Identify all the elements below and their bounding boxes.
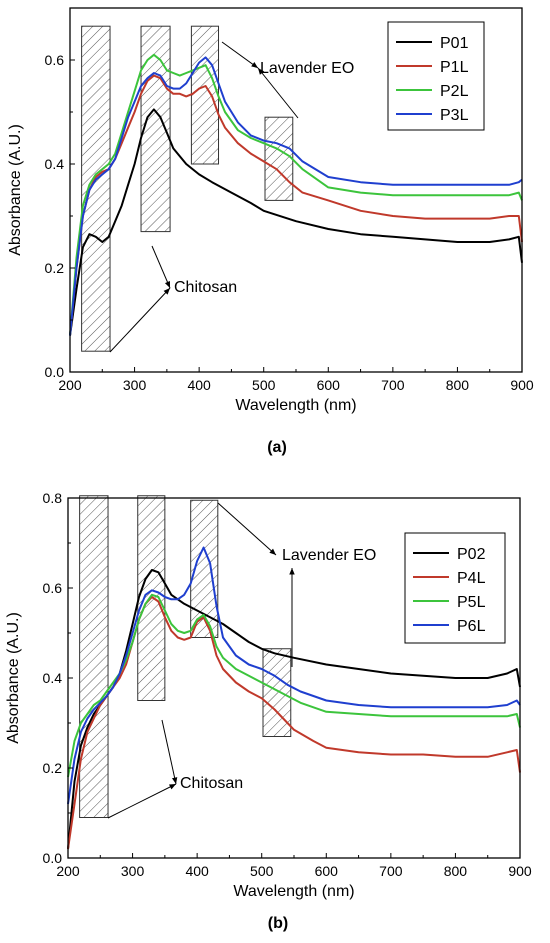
- legend-entry-P3L: P3L: [440, 107, 469, 124]
- arrow-lavender-2-head: [258, 68, 265, 75]
- series-line-P3L: [69, 56, 523, 336]
- x-tick-label: 200: [58, 377, 82, 393]
- hatched-box-3: [264, 116, 294, 201]
- annotation-chitosan: Chitosan: [174, 279, 237, 296]
- arrow-chitosan-0-head: [171, 777, 178, 784]
- x-tick-label: 500: [250, 863, 274, 879]
- x-tick-label: 300: [123, 377, 147, 393]
- panel-caption: (b): [268, 915, 288, 932]
- arrow-lavender-2: [257, 67, 299, 119]
- series-line-P01: [69, 108, 523, 336]
- hatched-box-0: [81, 25, 111, 352]
- annotation-lavender-eo: Lavender EO: [260, 60, 354, 77]
- arrow-chitosan-0: [161, 719, 177, 785]
- panel-caption: (a): [267, 439, 287, 456]
- x-axis-label: Wavelength (nm): [235, 397, 356, 414]
- x-tick-label: 500: [252, 377, 276, 393]
- arrow-chitosan-1-head: [163, 288, 170, 295]
- arrow-lavender-2-head: [289, 568, 295, 575]
- hatched-box-0: [79, 495, 109, 818]
- series-line-P6L: [67, 546, 521, 805]
- legend-box: [404, 532, 506, 644]
- y-tick-label: 0.6: [43, 580, 63, 596]
- y-tick-label: 0.2: [45, 260, 65, 276]
- legend-entry-P5L: P5L: [457, 594, 486, 611]
- x-tick-label: 400: [185, 863, 209, 879]
- arrow-chitosan-1: [107, 783, 177, 819]
- arrow-lavender-1: [221, 41, 259, 69]
- x-tick-label: 900: [508, 863, 532, 879]
- x-tick-label: 600: [315, 863, 339, 879]
- x-tick-label: 900: [510, 377, 534, 393]
- legend-entry-P4L: P4L: [457, 570, 486, 587]
- x-tick-label: 700: [379, 863, 403, 879]
- arrow-chitosan-1: [109, 287, 171, 353]
- panel-a: 200 300 400 500 600 700 800 900 0.0 0.2 0.4 0.6 Wave…: [7, 7, 534, 456]
- x-tick-label: 200: [56, 863, 80, 879]
- arrow-lavender-1-head: [269, 548, 276, 555]
- x-tick-label: 800: [444, 863, 468, 879]
- y-axis-label: Absorbance (A.U.): [7, 124, 24, 256]
- arrow-lavender-1: [217, 502, 277, 556]
- series-line-P5L: [67, 593, 521, 778]
- arrow-chitosan-1-head: [169, 784, 176, 790]
- x-tick-label: 400: [187, 377, 211, 393]
- legend-entry-P2L: P2L: [440, 83, 469, 100]
- arrow-lavender-1-head: [251, 62, 258, 68]
- x-axis-label: Wavelength (nm): [233, 883, 354, 900]
- panel-b: 200 300 400 500 600 700 800 900 0.0 0.2 0.4 0.6 0.8 W…: [5, 490, 532, 932]
- legend-entry-P1L: P1L: [440, 59, 469, 76]
- annotation-chitosan: Chitosan: [180, 775, 243, 792]
- y-tick-label: 0.2: [43, 760, 63, 776]
- y-axis-label: Absorbance (A.U.): [5, 612, 22, 744]
- hatched-box-2: [190, 25, 220, 165]
- y-tick-label: 0.0: [45, 364, 65, 380]
- x-tick-label: 800: [446, 377, 470, 393]
- annotation-lavender-eo: Lavender EO: [282, 547, 376, 564]
- legend-entry-P01: P01: [440, 35, 469, 52]
- y-tick-label: 0.8: [43, 490, 63, 506]
- arrow-chitosan-0: [151, 245, 171, 289]
- arrow-chitosan-0-head: [164, 281, 170, 288]
- x-tick-label: 600: [317, 377, 341, 393]
- x-tick-label: 300: [121, 863, 145, 879]
- y-tick-label: 0.4: [43, 670, 63, 686]
- x-tick-label: 700: [381, 377, 405, 393]
- legend-entry-P02: P02: [457, 546, 486, 563]
- y-tick-label: 0.4: [45, 156, 65, 172]
- y-tick-label: 0.6: [45, 52, 65, 68]
- legend-entry-P6L: P6L: [457, 618, 486, 635]
- legend-box: [387, 21, 485, 131]
- y-tick-label: 0.0: [43, 850, 63, 866]
